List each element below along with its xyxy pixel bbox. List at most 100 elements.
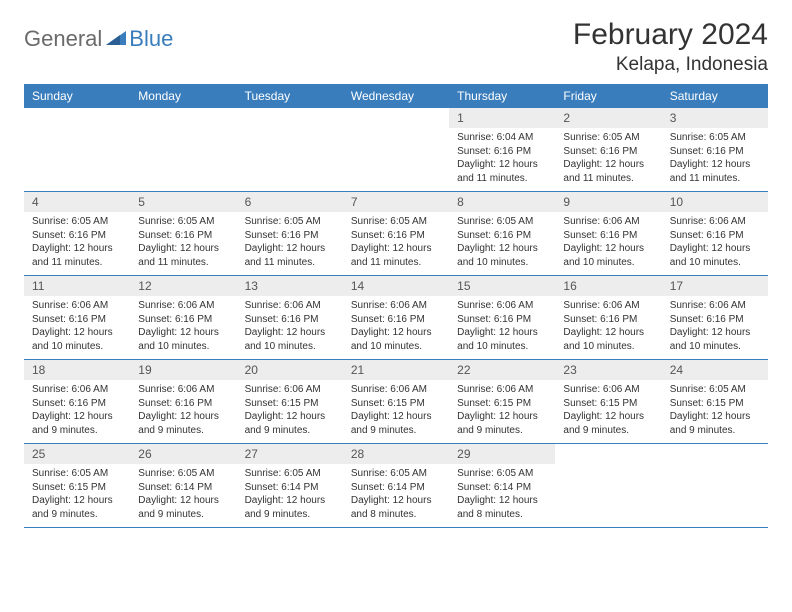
sunset-text: Sunset: 6:15 PM bbox=[245, 397, 335, 411]
sunset-text: Sunset: 6:16 PM bbox=[138, 313, 228, 327]
day-cell: 12Sunrise: 6:06 AMSunset: 6:16 PMDayligh… bbox=[130, 276, 236, 359]
day-details: Sunrise: 6:05 AMSunset: 6:15 PMDaylight:… bbox=[24, 464, 130, 527]
day-details: Sunrise: 6:06 AMSunset: 6:16 PMDaylight:… bbox=[130, 296, 236, 359]
day-number: 29 bbox=[449, 444, 555, 464]
day-number: 5 bbox=[130, 192, 236, 212]
day-details: Sunrise: 6:06 AMSunset: 6:16 PMDaylight:… bbox=[24, 380, 130, 443]
day-details: Sunrise: 6:05 AMSunset: 6:16 PMDaylight:… bbox=[343, 212, 449, 275]
day-cell: 27 Sunrise: 6:05 AMSunset: 6:14 PMDayligh… bbox=[237, 444, 343, 527]
sunset-text: Sunset: 6:16 PM bbox=[563, 145, 653, 159]
day-cell: . bbox=[343, 108, 449, 191]
day-details: Sunrise: 6:06 AMSunset: 6:16 PMDaylight:… bbox=[662, 212, 768, 275]
day-details: Sunrise: 6:06 AMSunset: 6:15 PMDaylight:… bbox=[555, 380, 661, 443]
sunset-text: Sunset: 6:15 PM bbox=[32, 481, 122, 495]
sunset-text: Sunset: 6:16 PM bbox=[457, 313, 547, 327]
daylight-text: Daylight: 12 hours and 11 minutes. bbox=[138, 242, 228, 269]
sunset-text: Sunset: 6:14 PM bbox=[245, 481, 335, 495]
day-cell: 20Sunrise: 6:06 AMSunset: 6:15 PMDayligh… bbox=[237, 360, 343, 443]
day-cell: 1Sunrise: 6:04 AMSunset: 6:16 PMDaylight… bbox=[449, 108, 555, 191]
weekday-header: Sunday bbox=[24, 84, 130, 108]
day-details: Sunrise: 6:06 AMSunset: 6:16 PMDaylight:… bbox=[555, 296, 661, 359]
day-number: 4 bbox=[24, 192, 130, 212]
sunrise-text: Sunrise: 6:06 AM bbox=[670, 215, 760, 229]
logo: General Blue bbox=[24, 18, 173, 52]
sunset-text: Sunset: 6:15 PM bbox=[457, 397, 547, 411]
day-number: 21 bbox=[343, 360, 449, 380]
sunrise-text: Sunrise: 6:04 AM bbox=[457, 131, 547, 145]
day-number: 27 bbox=[237, 444, 343, 464]
daylight-text: Daylight: 12 hours and 9 minutes. bbox=[245, 494, 335, 521]
sunrise-text: Sunrise: 6:06 AM bbox=[563, 383, 653, 397]
daylight-text: Daylight: 12 hours and 11 minutes. bbox=[563, 158, 653, 185]
sunrise-text: Sunrise: 6:06 AM bbox=[563, 215, 653, 229]
day-number: 16 bbox=[555, 276, 661, 296]
location-label: Kelapa, Indonesia bbox=[573, 54, 768, 76]
day-cell: 4Sunrise: 6:05 AMSunset: 6:16 PMDaylight… bbox=[24, 192, 130, 275]
day-details: Sunrise: 6:05 AMSunset: 6:16 PMDaylight:… bbox=[24, 212, 130, 275]
sunrise-text: Sunrise: 6:05 AM bbox=[563, 131, 653, 145]
daylight-text: Daylight: 12 hours and 11 minutes. bbox=[670, 158, 760, 185]
daylight-text: Daylight: 12 hours and 9 minutes. bbox=[138, 494, 228, 521]
top-bar: General Blue February 2024 Kelapa, Indon… bbox=[24, 18, 768, 76]
sunrise-text: Sunrise: 6:05 AM bbox=[670, 131, 760, 145]
day-number: 18 bbox=[24, 360, 130, 380]
sunrise-text: Sunrise: 6:06 AM bbox=[457, 383, 547, 397]
daylight-text: Daylight: 12 hours and 8 minutes. bbox=[351, 494, 441, 521]
day-number: 20 bbox=[237, 360, 343, 380]
day-details: Sunrise: 6:06 AMSunset: 6:15 PMDaylight:… bbox=[343, 380, 449, 443]
sunset-text: Sunset: 6:16 PM bbox=[457, 229, 547, 243]
day-number: 26 bbox=[130, 444, 236, 464]
sunrise-text: Sunrise: 6:05 AM bbox=[138, 467, 228, 481]
day-number: 23 bbox=[555, 360, 661, 380]
day-cell: 23Sunrise: 6:06 AMSunset: 6:15 PMDayligh… bbox=[555, 360, 661, 443]
sunrise-text: Sunrise: 6:05 AM bbox=[245, 467, 335, 481]
weekday-header: Tuesday bbox=[237, 84, 343, 108]
day-cell: 7Sunrise: 6:05 AMSunset: 6:16 PMDaylight… bbox=[343, 192, 449, 275]
logo-text-blue: Blue bbox=[129, 26, 173, 52]
day-details: Sunrise: 6:05 AMSunset: 6:16 PMDaylight:… bbox=[662, 128, 768, 191]
sunset-text: Sunset: 6:16 PM bbox=[32, 397, 122, 411]
day-cell: 8Sunrise: 6:05 AMSunset: 6:16 PMDaylight… bbox=[449, 192, 555, 275]
day-cell: 24Sunrise: 6:05 AMSunset: 6:15 PMDayligh… bbox=[662, 360, 768, 443]
day-cell: 18Sunrise: 6:06 AMSunset: 6:16 PMDayligh… bbox=[24, 360, 130, 443]
sunrise-text: Sunrise: 6:06 AM bbox=[351, 383, 441, 397]
sunset-text: Sunset: 6:16 PM bbox=[351, 229, 441, 243]
sunrise-text: Sunrise: 6:05 AM bbox=[32, 215, 122, 229]
day-cell: 16Sunrise: 6:06 AMSunset: 6:16 PMDayligh… bbox=[555, 276, 661, 359]
day-details: Sunrise: 6:06 AMSunset: 6:15 PMDaylight:… bbox=[237, 380, 343, 443]
logo-text-general: General bbox=[24, 26, 102, 52]
sunset-text: Sunset: 6:16 PM bbox=[32, 313, 122, 327]
day-number: 11 bbox=[24, 276, 130, 296]
day-number: 1 bbox=[449, 108, 555, 128]
day-details: Sunrise: 6:06 AMSunset: 6:16 PMDaylight:… bbox=[24, 296, 130, 359]
daylight-text: Daylight: 12 hours and 11 minutes. bbox=[457, 158, 547, 185]
sunset-text: Sunset: 6:16 PM bbox=[138, 397, 228, 411]
day-details: Sunrise: 6:06 AMSunset: 6:16 PMDaylight:… bbox=[555, 212, 661, 275]
day-cell: 9Sunrise: 6:06 AMSunset: 6:16 PMDaylight… bbox=[555, 192, 661, 275]
daylight-text: Daylight: 12 hours and 11 minutes. bbox=[32, 242, 122, 269]
sunrise-text: Sunrise: 6:06 AM bbox=[457, 299, 547, 313]
day-cell: 25Sunrise: 6:05 AMSunset: 6:15 PMDayligh… bbox=[24, 444, 130, 527]
sunrise-text: Sunrise: 6:06 AM bbox=[351, 299, 441, 313]
day-cell: 3Sunrise: 6:05 AMSunset: 6:16 PMDaylight… bbox=[662, 108, 768, 191]
daylight-text: Daylight: 12 hours and 10 minutes. bbox=[457, 326, 547, 353]
day-details: Sunrise: 6:05 AMSunset: 6:14 PMDaylight:… bbox=[449, 464, 555, 527]
day-details: Sunrise: 6:05 AMSunset: 6:16 PMDaylight:… bbox=[449, 212, 555, 275]
daylight-text: Daylight: 12 hours and 10 minutes. bbox=[563, 242, 653, 269]
daylight-text: Daylight: 12 hours and 10 minutes. bbox=[670, 326, 760, 353]
sunrise-text: Sunrise: 6:05 AM bbox=[32, 467, 122, 481]
day-details: Sunrise: 6:05 AMSunset: 6:14 PMDaylight:… bbox=[130, 464, 236, 527]
day-cell: 13Sunrise: 6:06 AMSunset: 6:16 PMDayligh… bbox=[237, 276, 343, 359]
daylight-text: Daylight: 12 hours and 9 minutes. bbox=[351, 410, 441, 437]
day-number: 6 bbox=[237, 192, 343, 212]
day-cell: . bbox=[662, 444, 768, 527]
daylight-text: Daylight: 12 hours and 9 minutes. bbox=[32, 494, 122, 521]
sunset-text: Sunset: 6:16 PM bbox=[245, 229, 335, 243]
sunrise-text: Sunrise: 6:06 AM bbox=[245, 299, 335, 313]
daylight-text: Daylight: 12 hours and 11 minutes. bbox=[245, 242, 335, 269]
weekday-header-row: SundayMondayTuesdayWednesdayThursdayFrid… bbox=[24, 84, 768, 108]
sunrise-text: Sunrise: 6:06 AM bbox=[563, 299, 653, 313]
sunset-text: Sunset: 6:16 PM bbox=[563, 313, 653, 327]
daylight-text: Daylight: 12 hours and 10 minutes. bbox=[670, 242, 760, 269]
week-row: 18Sunrise: 6:06 AMSunset: 6:16 PMDayligh… bbox=[24, 360, 768, 444]
